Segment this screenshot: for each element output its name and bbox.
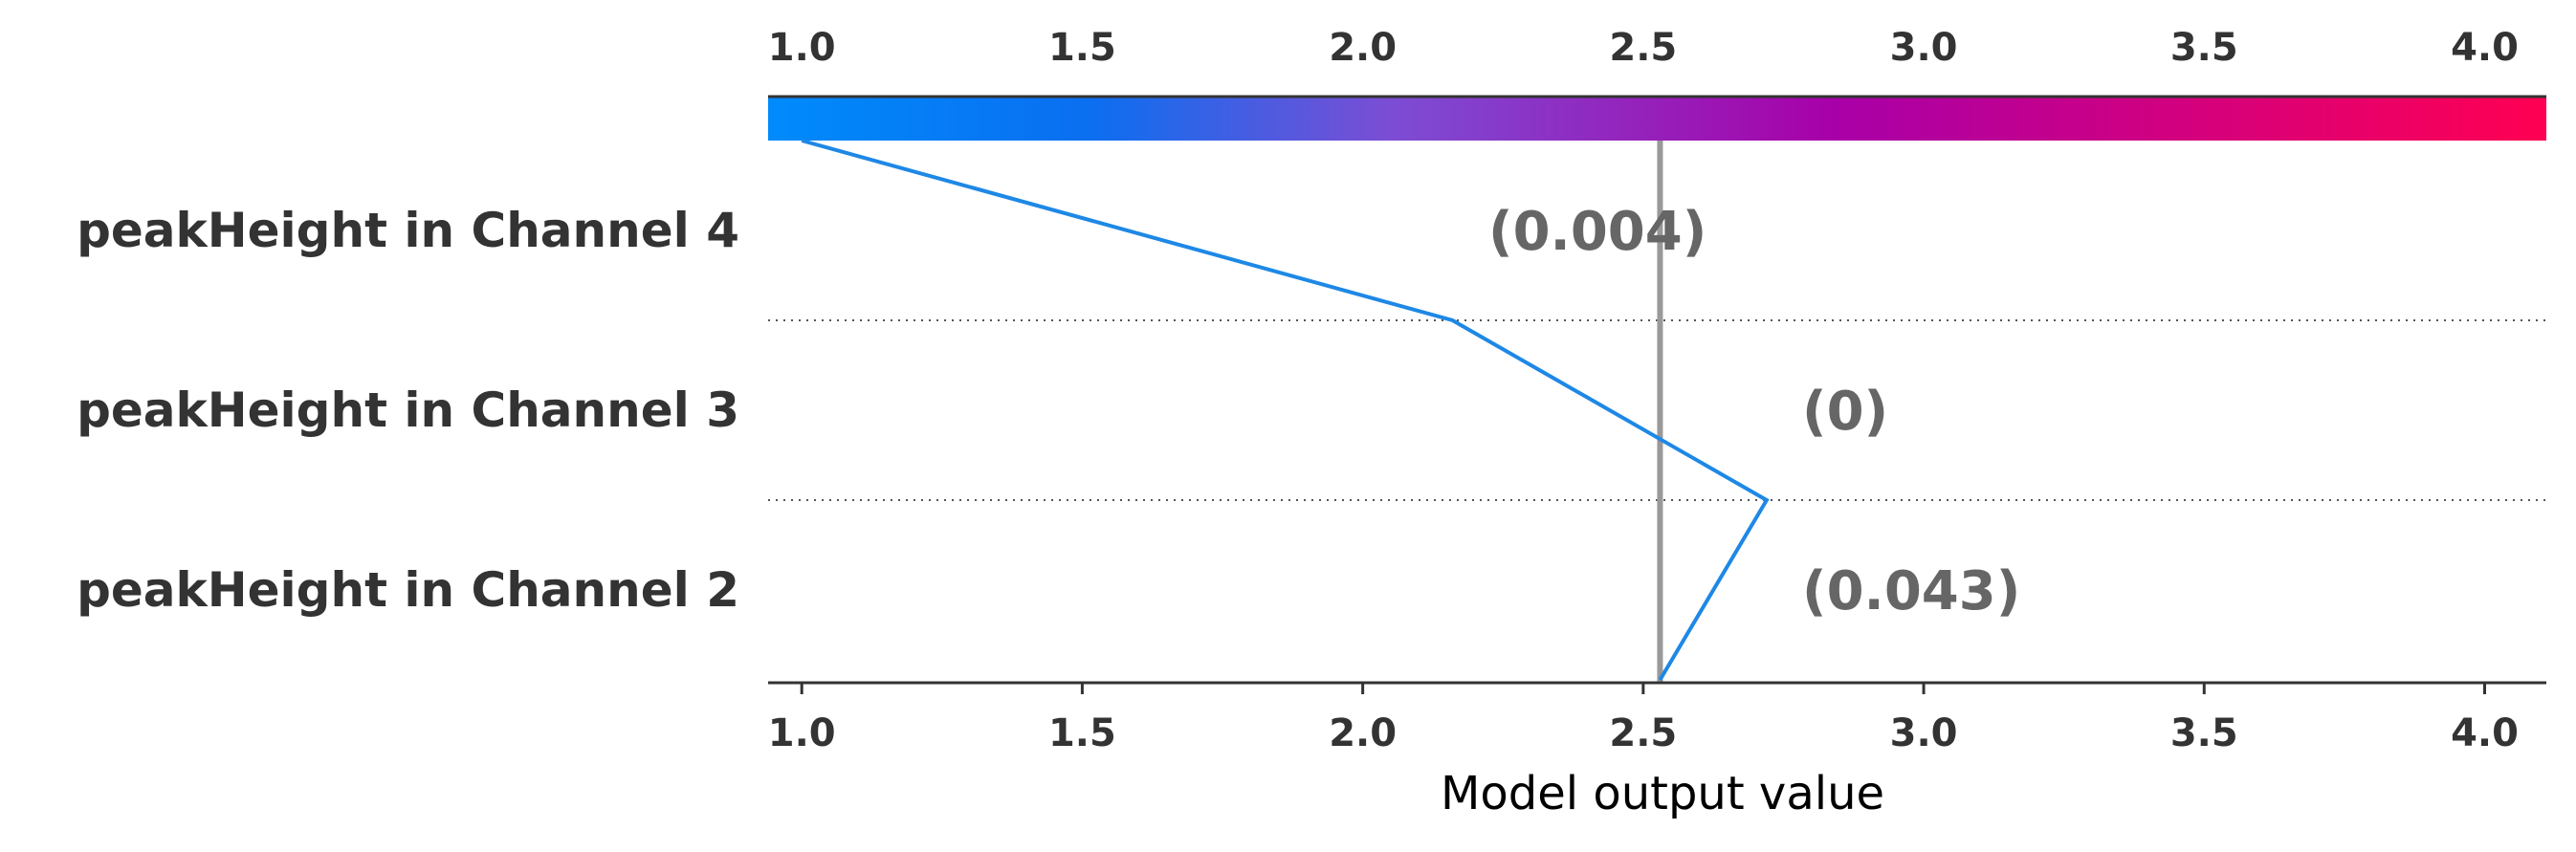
feature-labels: peakHeight in Channel 4 peakHeight in Cha… (77, 203, 739, 618)
top-tick-label: 1.0 (768, 26, 836, 70)
top-tick-label: 4.0 (2451, 26, 2519, 70)
bottom-axis: 1.0 1.5 2.0 2.5 3.0 3.5 4.0 (768, 681, 2546, 755)
feature-value-labels: (0.004) (0) (0.043) (1488, 201, 2020, 623)
top-tick-label: 2.5 (1609, 26, 1677, 70)
top-tick-label: 1.5 (1048, 26, 1116, 70)
bottom-tick-label: 3.5 (2170, 711, 2238, 755)
decision-path (801, 139, 1770, 682)
bottom-tick-label: 4.0 (2451, 711, 2519, 755)
feature-value-label: (0.004) (1488, 201, 1706, 263)
top-tick-label: 3.5 (2170, 26, 2238, 70)
bottom-tick-label: 2.5 (1609, 711, 1677, 755)
decision-path-line (801, 139, 1770, 682)
colorbar (768, 95, 2546, 141)
top-tick-label: 2.0 (1329, 26, 1397, 70)
colorbar-gradient (768, 97, 2546, 141)
bottom-tick-label: 1.0 (768, 711, 836, 755)
top-axis: 1.0 1.5 2.0 2.5 3.0 3.5 4.0 (768, 26, 2519, 70)
feature-label: peakHeight in Channel 3 (77, 382, 739, 438)
top-tick-label: 3.0 (1890, 26, 1958, 70)
feature-label: peakHeight in Channel 4 (77, 203, 739, 258)
bottom-tick-label: 2.0 (1329, 711, 1397, 755)
x-axis-title: Model output value (1441, 767, 1884, 820)
feature-label: peakHeight in Channel 2 (77, 562, 739, 618)
feature-value-label: (0) (1802, 381, 1888, 443)
bottom-tick-label: 3.0 (1890, 711, 1958, 755)
feature-value-label: (0.043) (1802, 560, 2020, 623)
bottom-tick-label: 1.5 (1048, 711, 1116, 755)
